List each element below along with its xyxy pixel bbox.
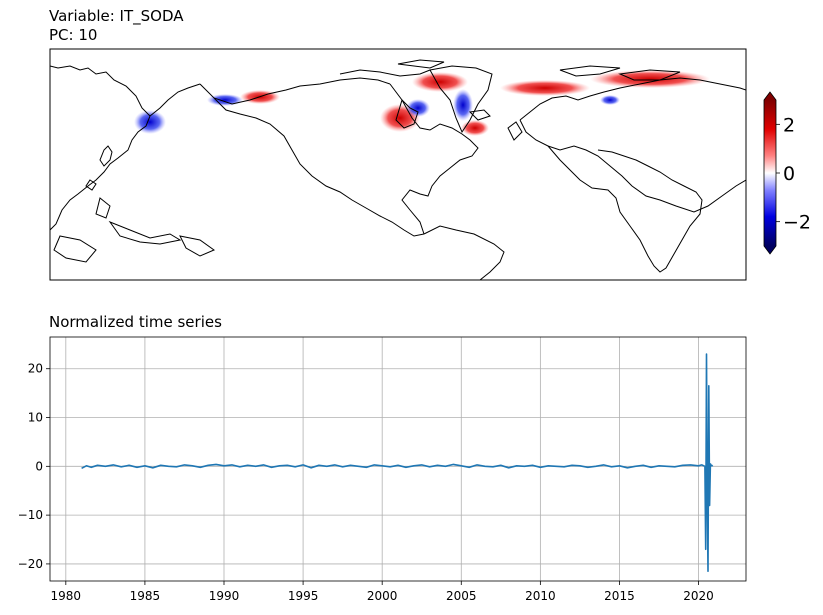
y-tick-label: 0 <box>35 459 43 473</box>
x-axis: 1980 1985 1990 1995 2000 2005 2010 2015 2020 <box>51 581 714 603</box>
anomaly-baffin-bay <box>453 89 473 121</box>
x-tick-label: 1995 <box>288 589 319 603</box>
x-tick-label: 1990 <box>209 589 240 603</box>
y-tick-label: 10 <box>28 411 43 425</box>
x-tick-label: 1980 <box>51 589 82 603</box>
anomaly-baffin-north <box>412 72 468 92</box>
colorbar: 2 0 −2 <box>764 92 811 254</box>
anomaly-okhotsk <box>134 110 166 134</box>
y-tick-label: −10 <box>18 508 43 522</box>
colorbar-tick-label: 0 <box>783 163 795 185</box>
y-tick-label: 20 <box>28 362 43 376</box>
x-tick-label: 2010 <box>525 589 556 603</box>
colorbar-min-extend <box>764 246 776 254</box>
colorbar-gradient <box>764 100 776 246</box>
time-series-title: Normalized time series <box>49 313 222 331</box>
colorbar-tick-label: 2 <box>783 114 795 136</box>
colorbar-tick-label: −2 <box>783 212 811 234</box>
anomaly-barents-sea <box>500 80 590 96</box>
plot-area <box>50 337 746 581</box>
map-panel <box>50 49 746 280</box>
y-tick-label: −20 <box>18 557 43 571</box>
time-series-panel: 1980 1985 1990 1995 2000 2005 2010 2015 2020 201… <box>18 337 746 603</box>
y-axis: 20 10 0 −10 −20 <box>18 362 50 571</box>
colorbar-max-extend <box>764 92 776 100</box>
anomaly-laptev <box>600 95 620 105</box>
colorbar-ticks: 2 0 −2 <box>776 114 811 233</box>
x-tick-label: 2020 <box>683 589 714 603</box>
x-tick-label: 2000 <box>367 589 398 603</box>
x-tick-label: 1985 <box>130 589 161 603</box>
x-tick-label: 2015 <box>604 589 635 603</box>
x-tick-label: 2005 <box>446 589 477 603</box>
